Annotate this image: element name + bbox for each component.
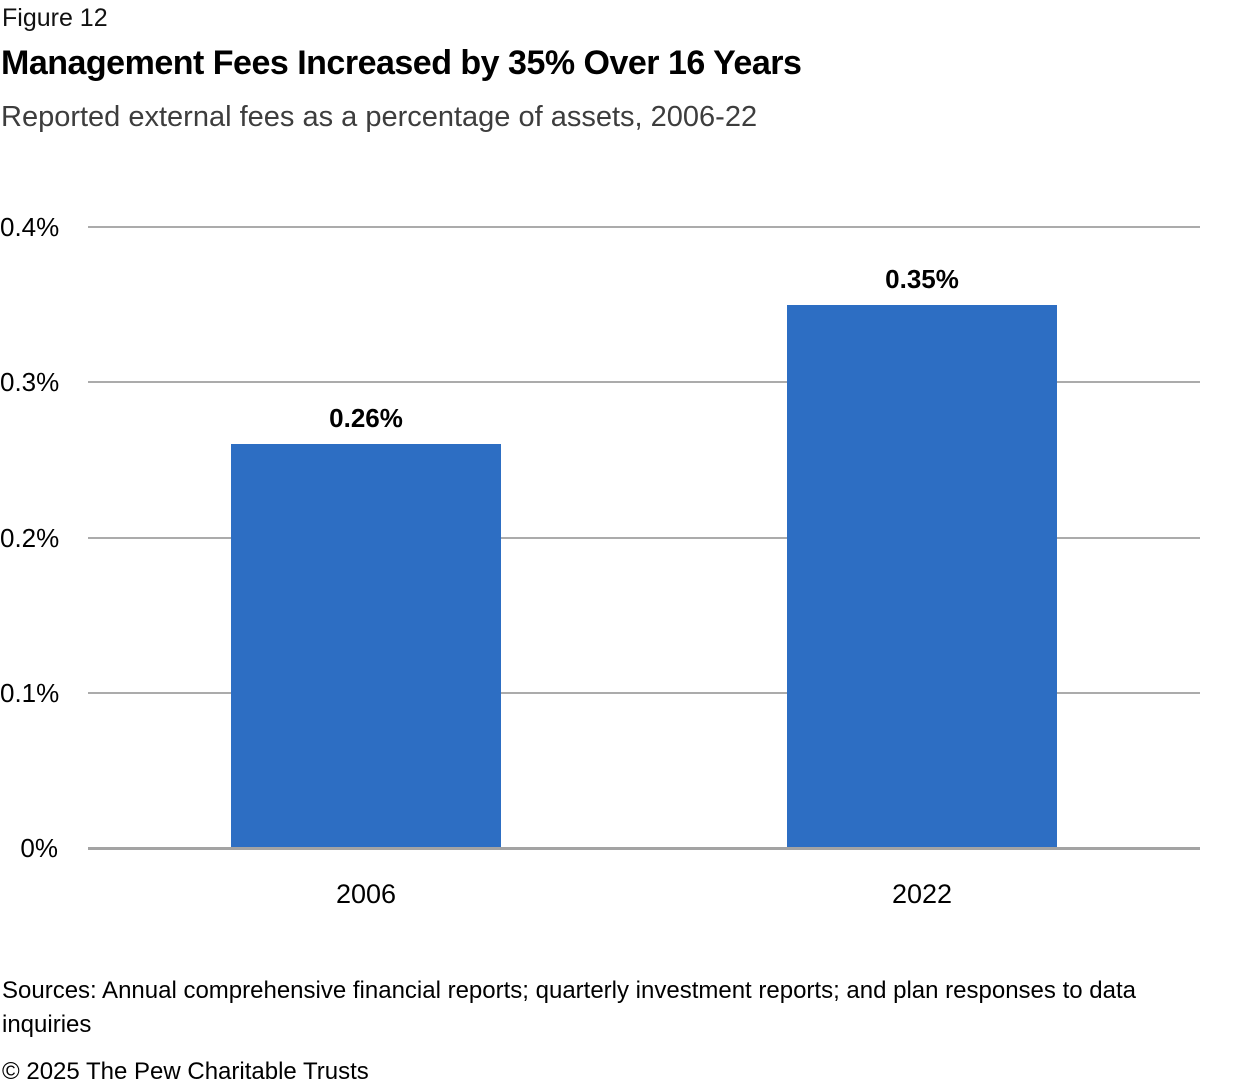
gridline bbox=[88, 692, 1200, 694]
x-tick-label: 2006 bbox=[335, 879, 397, 909]
bar-2022 bbox=[787, 305, 1057, 847]
gridline bbox=[88, 537, 1200, 539]
gridline bbox=[88, 226, 1200, 228]
x-axis-line bbox=[88, 847, 1200, 850]
y-tick-label: 0.1% bbox=[0, 678, 60, 708]
gridline bbox=[88, 381, 1200, 383]
figure-label: Figure 12 bbox=[2, 4, 108, 32]
bar-value-label: 0.35% bbox=[885, 264, 959, 294]
y-tick-label: 0.2% bbox=[0, 523, 60, 553]
bar-chart: 0% 0.1% 0.2% 0.3% 0.4% 0.26% 2006 0.35% 2022 bbox=[0, 212, 1200, 909]
bar-2006 bbox=[231, 444, 501, 847]
chart-subtitle: Reported external fees as a percentage o… bbox=[1, 101, 758, 133]
sources-note: Sources: Annual comprehensive financial … bbox=[2, 977, 1136, 1038]
bar-value-label: 0.26% bbox=[329, 403, 403, 433]
x-tick-label: 2022 bbox=[891, 879, 953, 909]
copyright-note: © 2025 The Pew Charitable Trusts bbox=[2, 1058, 369, 1085]
y-tick-label: 0% bbox=[20, 833, 58, 863]
y-tick-label: 0.3% bbox=[0, 367, 60, 397]
y-tick-label: 0.4% bbox=[0, 212, 60, 242]
page-title: Management Fees Increased by 35% Over 16… bbox=[1, 44, 802, 82]
